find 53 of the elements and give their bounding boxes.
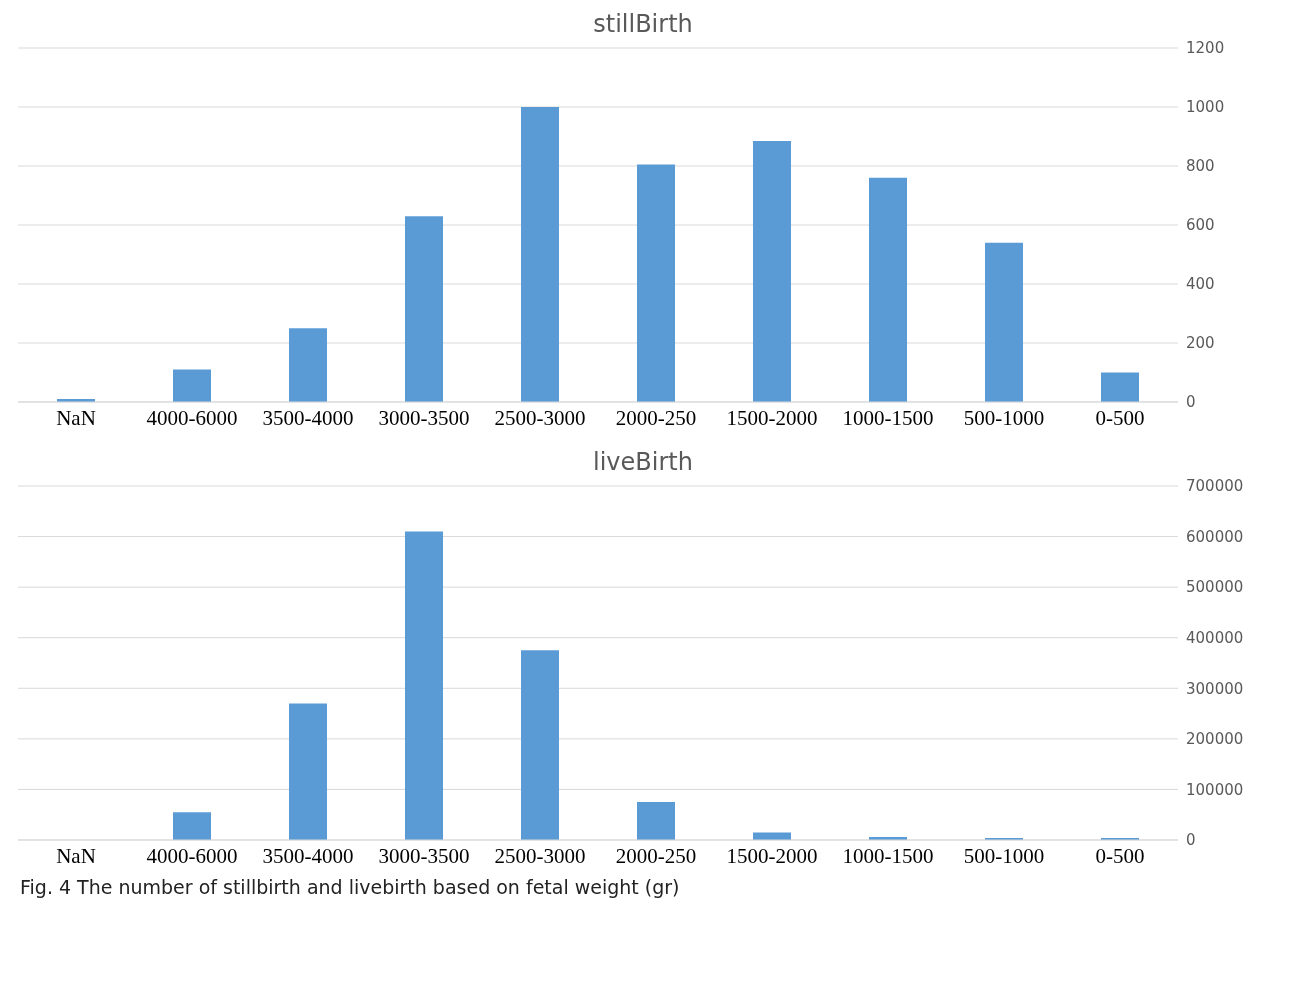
y-tick-label: 1200 [1186,39,1225,58]
y-tick-label: 700000 [1186,477,1244,496]
x-tick-label: 500-1000 [963,405,1045,430]
x-tick-label: 2500-3000 [494,843,586,868]
x-tick-label: 2000-250 [615,405,697,430]
x-tick-label: 1000-1500 [842,405,934,430]
bar [753,832,791,840]
bar [1101,372,1139,402]
chart-title: stillBirth [592,10,694,38]
y-tick-label: 400 [1186,275,1215,294]
bar [405,216,443,402]
x-tick-label: 1500-2000 [726,405,818,430]
y-tick-label: 0 [1186,831,1196,850]
x-tick-label: NaN [56,843,96,868]
x-tick-label: 2000-250 [615,843,697,868]
bar [289,328,327,402]
bar [985,242,1023,402]
caption: Fig. 4 The number of stillbirth and livebirth based on fetal weight (gr) [20,876,681,898]
bar [173,812,211,840]
y-tick-label: 400000 [1186,629,1244,648]
x-tick-label: 4000-6000 [146,405,238,430]
y-tick-label: 200000 [1186,730,1244,749]
x-tick-label: 0-500 [1095,843,1145,868]
y-tick-label: 1000 [1186,98,1225,117]
y-tick-label: 100000 [1186,780,1244,799]
x-tick-label: 3500-4000 [262,405,354,430]
y-tick-label: 0 [1186,393,1196,412]
y-tick-label: 200 [1186,334,1215,353]
x-tick-label: 1000-1500 [842,843,934,868]
bar [637,802,675,840]
bar [521,107,559,402]
x-tick-label: 4000-6000 [146,843,238,868]
bar [753,140,791,402]
y-tick-label: 800 [1186,157,1215,176]
y-tick-label: 500000 [1186,578,1244,597]
x-tick-label: 2500-3000 [494,405,586,430]
x-tick-label: 3000-3500 [378,405,470,430]
bar [869,177,907,402]
bar [521,650,559,840]
chart-title: liveBirth [592,448,694,476]
x-tick-label: 0-500 [1095,405,1145,430]
bar [173,369,211,402]
bar [405,531,443,840]
x-tick-label: NaN [56,405,96,430]
y-tick-label: 600000 [1186,527,1244,546]
bar [289,703,327,840]
bar [637,164,675,402]
x-tick-label: 1500-2000 [726,843,818,868]
x-tick-label: 3000-3500 [378,843,470,868]
x-tick-label: 500-1000 [963,843,1045,868]
y-tick-label: 300000 [1186,679,1244,698]
y-tick-label: 600 [1186,216,1215,235]
x-tick-label: 3500-4000 [262,843,354,868]
